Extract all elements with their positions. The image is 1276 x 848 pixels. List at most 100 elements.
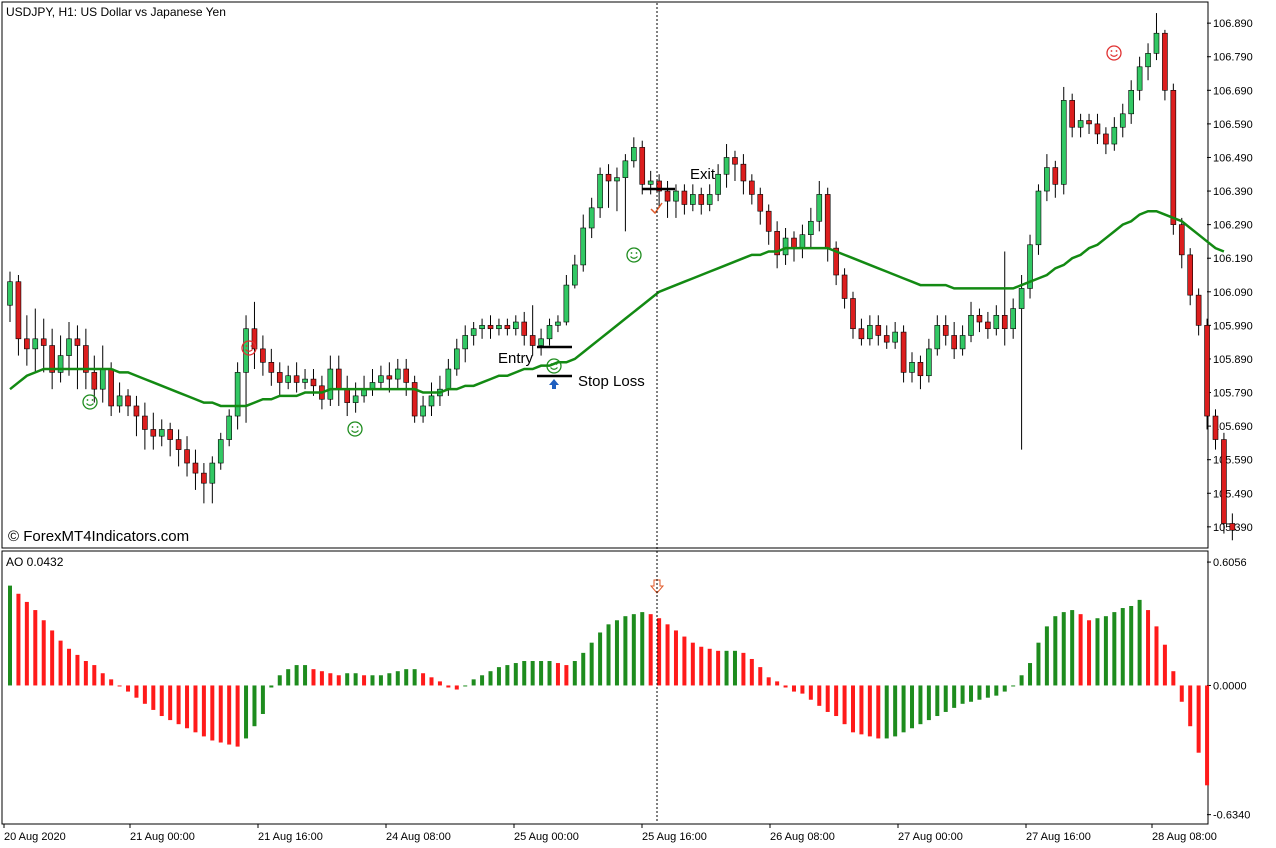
ao-bar-down bbox=[33, 610, 38, 686]
candle bbox=[985, 311, 991, 339]
candle-body-bull bbox=[302, 378, 308, 383]
ao-tick-label: 0.0000 bbox=[1213, 680, 1247, 692]
ao-bar-down bbox=[75, 654, 80, 686]
candle bbox=[765, 204, 772, 245]
markers bbox=[82, 45, 1122, 594]
smiley-mouth bbox=[245, 349, 253, 352]
candle-body-bull bbox=[327, 368, 334, 400]
candle bbox=[867, 315, 873, 346]
candle-body-bull bbox=[799, 234, 806, 249]
candle bbox=[959, 325, 966, 356]
ao-bar-up bbox=[387, 673, 392, 686]
candle-body-bear bbox=[681, 190, 688, 205]
price-tick-label: 105.690 bbox=[1213, 421, 1253, 433]
time-tick-label: 25 Aug 00:00 bbox=[514, 831, 579, 843]
candle bbox=[487, 315, 494, 339]
candle-body-bear bbox=[133, 405, 140, 417]
ao-bar-down bbox=[842, 685, 847, 725]
candle-body-bull bbox=[993, 314, 1000, 330]
candle bbox=[116, 382, 123, 413]
candle-body-bull bbox=[538, 338, 544, 346]
candle-body-bull bbox=[555, 321, 561, 326]
candle-body-bull bbox=[723, 157, 730, 175]
price-tick-label: 106.290 bbox=[1213, 220, 1253, 232]
candle bbox=[976, 308, 983, 333]
ao-bar-down bbox=[429, 677, 434, 686]
candle-body-bear bbox=[184, 449, 190, 464]
ao-bar-up bbox=[935, 685, 940, 717]
ao-bar-up bbox=[345, 673, 350, 686]
ma-line bbox=[9, 209, 1225, 408]
ao-bar-up bbox=[623, 616, 628, 686]
candle-body-bear bbox=[858, 328, 865, 340]
ao-bar-down bbox=[648, 614, 653, 686]
ao-bar-down bbox=[328, 673, 333, 686]
smiley-eye bbox=[86, 399, 89, 401]
candle bbox=[420, 395, 426, 423]
ao-bar-up bbox=[960, 685, 965, 704]
candle-body-bear bbox=[293, 375, 300, 383]
candle bbox=[900, 325, 907, 383]
candle bbox=[892, 322, 898, 349]
ao-tick-label: 0.6056 bbox=[1213, 557, 1247, 569]
candle-body-bull bbox=[394, 368, 401, 380]
ao-bar-down bbox=[109, 679, 114, 686]
ao-bar-up bbox=[884, 685, 889, 739]
time-tick-label: 27 Aug 16:00 bbox=[1026, 831, 1091, 843]
candle-body-bear bbox=[951, 335, 957, 350]
entry-label: Entry bbox=[498, 350, 534, 367]
candle bbox=[841, 268, 848, 309]
candle-body-bear bbox=[656, 180, 662, 192]
ao-bar-down bbox=[41, 620, 46, 686]
candle bbox=[386, 362, 393, 393]
candle-body-bull bbox=[546, 325, 553, 340]
price-tick-label: 106.890 bbox=[1213, 18, 1253, 30]
candle bbox=[1187, 248, 1193, 306]
candle-body-bear bbox=[976, 314, 983, 323]
price-tick-label: 106.690 bbox=[1213, 85, 1253, 97]
ao-bar-down bbox=[766, 677, 771, 686]
ao-bar-down bbox=[336, 675, 341, 686]
candle-body-bull bbox=[580, 227, 587, 266]
candle-body-bull bbox=[378, 375, 384, 383]
ao-bar-up bbox=[412, 669, 417, 686]
candle bbox=[260, 335, 266, 376]
candle bbox=[1069, 93, 1075, 138]
candle-body-bull bbox=[285, 375, 291, 383]
ao-bar-down bbox=[825, 685, 830, 712]
candle-body-bull bbox=[782, 237, 789, 256]
ao-bar-up bbox=[994, 685, 999, 696]
candle bbox=[453, 338, 460, 376]
ao-bar-up bbox=[1053, 616, 1058, 686]
candle bbox=[858, 318, 865, 346]
ao-bar-up bbox=[294, 665, 299, 686]
exit-label: Exit bbox=[690, 166, 716, 183]
ao-bar-down bbox=[126, 685, 131, 692]
candle bbox=[24, 315, 30, 366]
candle bbox=[597, 167, 603, 218]
ao-bar-down bbox=[193, 685, 198, 733]
candle bbox=[1010, 298, 1016, 339]
candle-body-bear bbox=[942, 325, 949, 336]
candle-body-bull bbox=[673, 190, 679, 202]
ao-bar-down bbox=[749, 658, 754, 686]
candle-body-bear bbox=[732, 157, 738, 165]
candle-body-bear bbox=[1178, 224, 1185, 256]
candle-body-bear bbox=[411, 382, 418, 417]
ao-bar-down bbox=[142, 685, 147, 704]
candle bbox=[622, 154, 629, 232]
candle bbox=[909, 352, 915, 383]
candle-body-bear bbox=[175, 439, 182, 450]
candle bbox=[732, 150, 738, 181]
candle bbox=[91, 355, 98, 403]
price-tick-label: 106.390 bbox=[1213, 186, 1253, 198]
ao-bar-down bbox=[800, 685, 805, 694]
candle bbox=[142, 402, 148, 450]
ao-bar-down bbox=[1179, 685, 1184, 702]
ao-bar-down bbox=[673, 630, 678, 686]
ao-bar-down bbox=[1078, 614, 1083, 686]
ao-bar-up bbox=[260, 685, 265, 714]
ao-panel-title: AO 0.0432 bbox=[6, 555, 64, 569]
ao-bar-down bbox=[83, 661, 88, 686]
candle-body-bull bbox=[420, 405, 426, 417]
